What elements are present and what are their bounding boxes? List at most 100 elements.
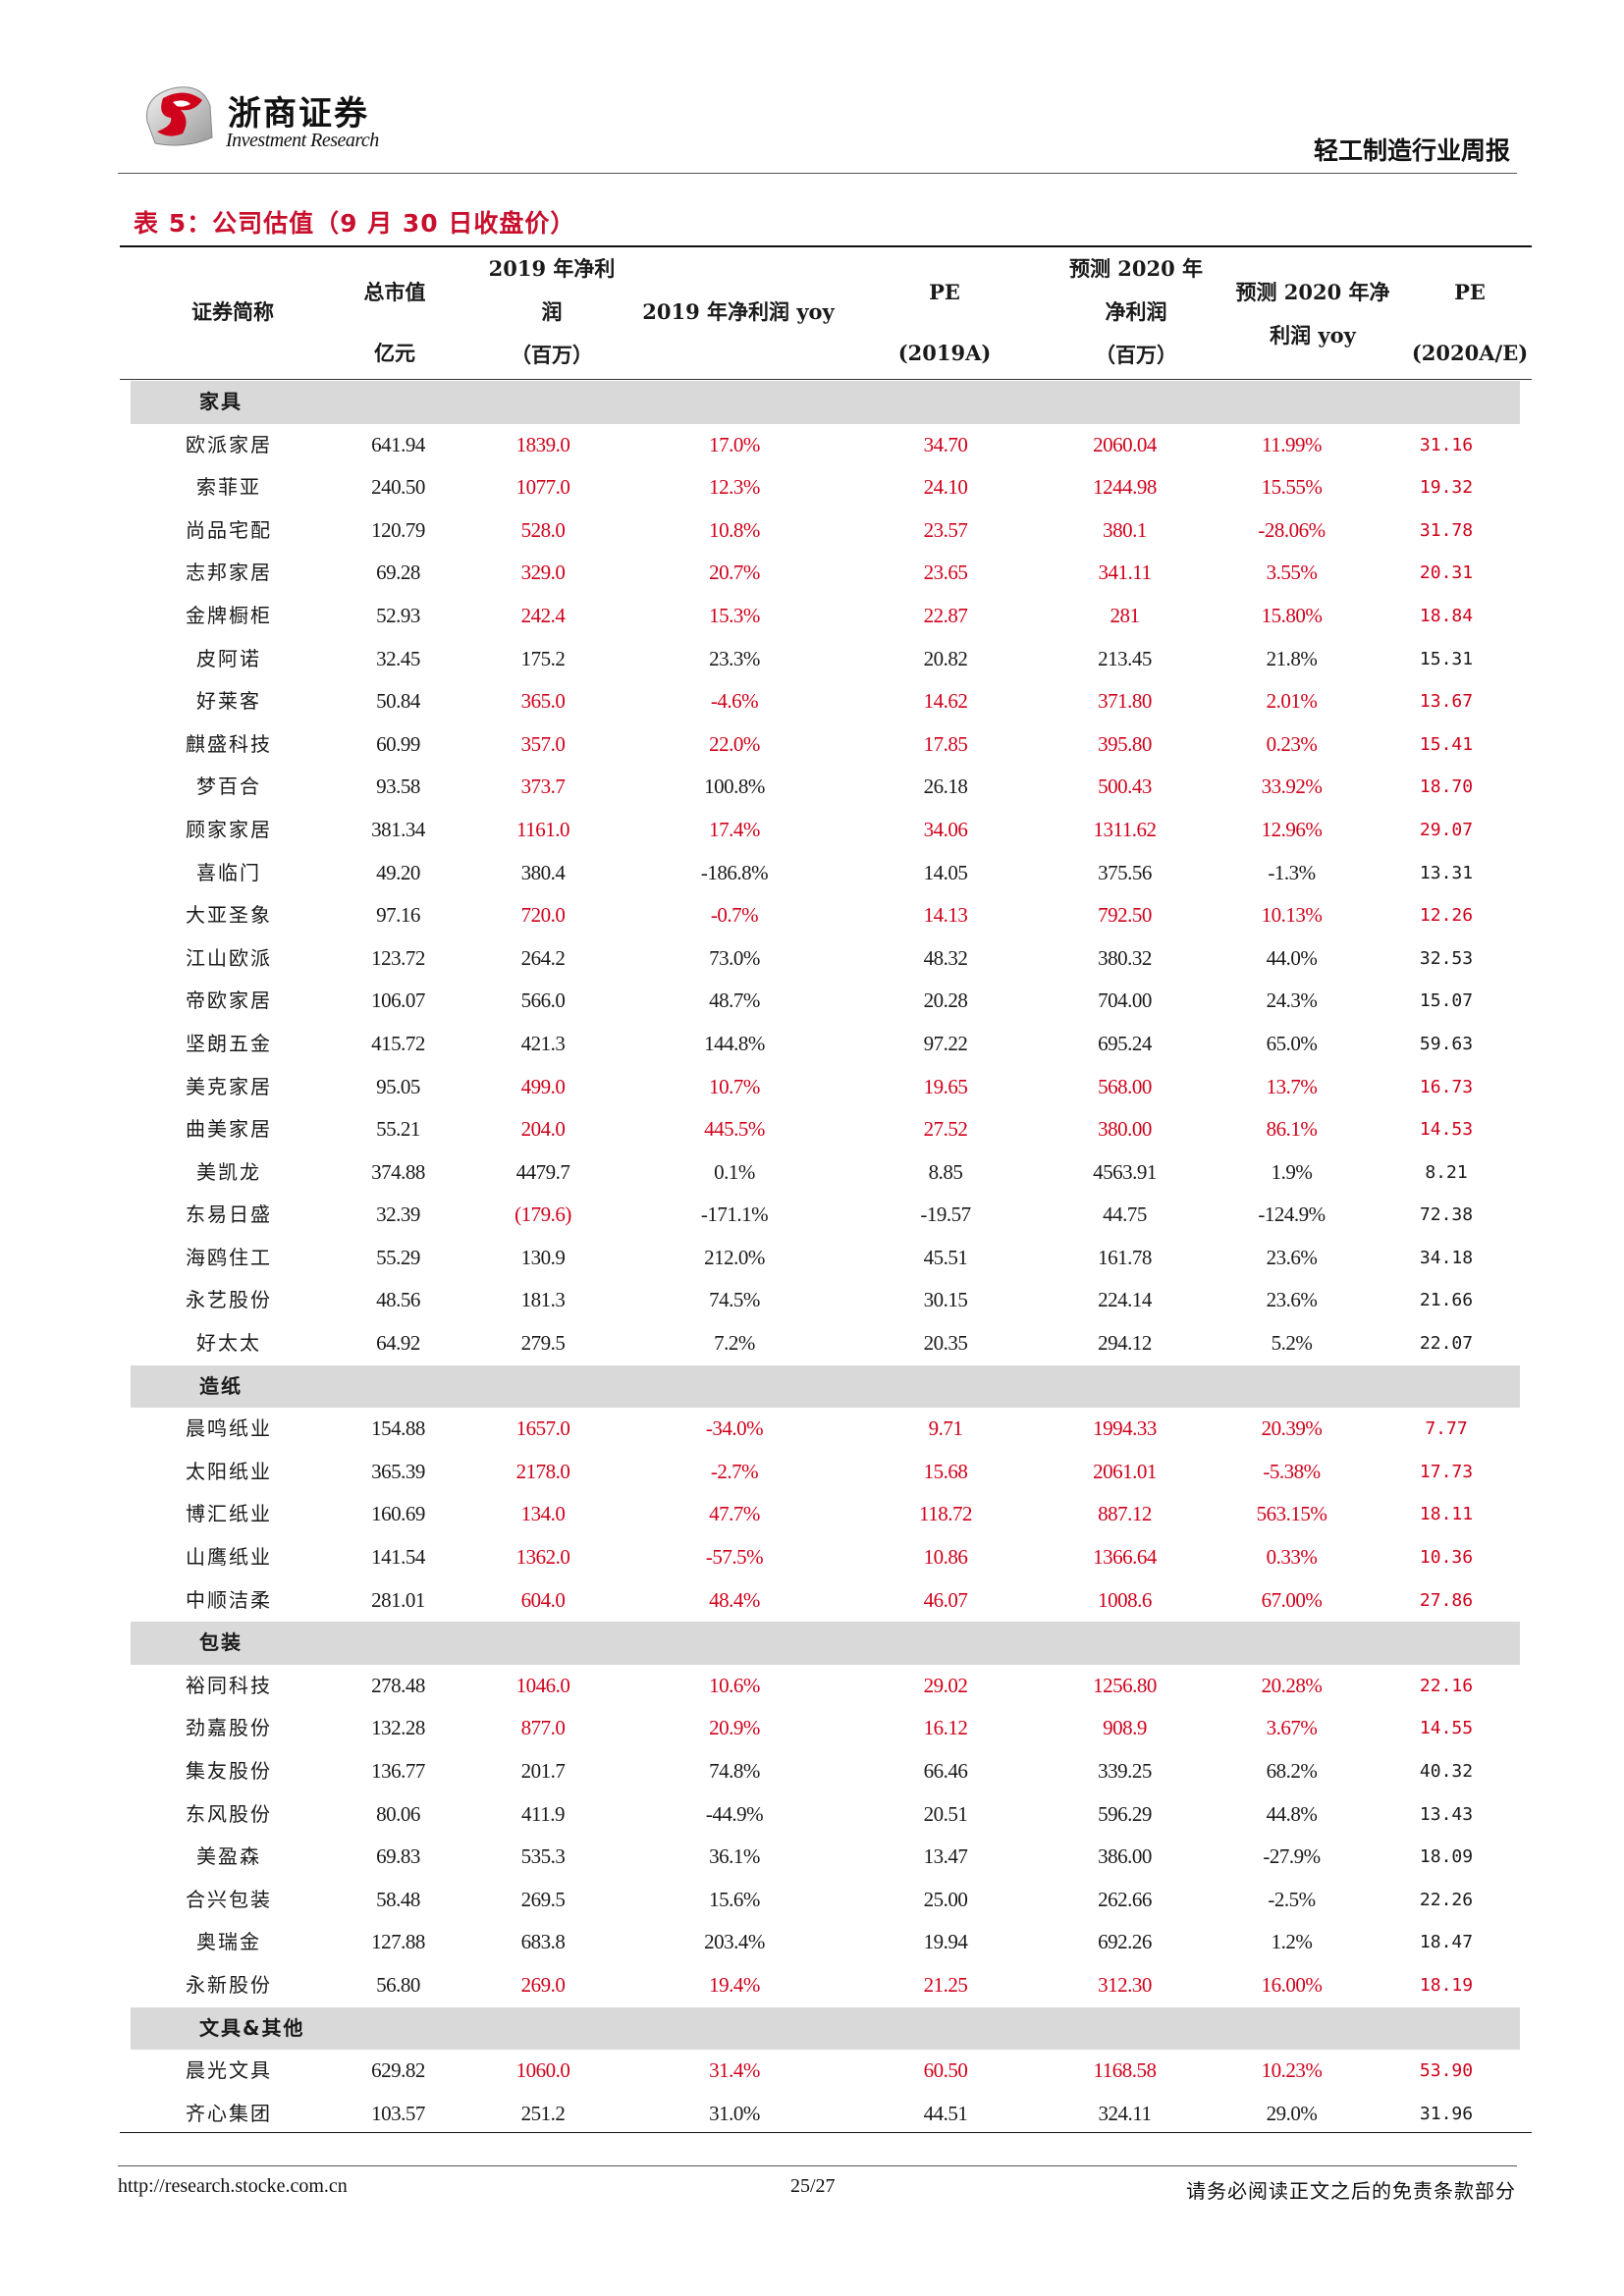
cell-np: 134.0 — [520, 1502, 566, 1526]
cell-yoy: 445.5% — [704, 1117, 765, 1142]
cell-fyoy: 24.3% — [1266, 988, 1318, 1013]
cell-np: 204.0 — [520, 1117, 566, 1142]
cell-fyoy: 11.99% — [1262, 432, 1322, 456]
cell-fnp: 262.66 — [1098, 1887, 1152, 1911]
cell-fpe: 16.73 — [1419, 1076, 1474, 1097]
footer-url-link[interactable]: http://research.stocke.com.cn — [118, 2175, 348, 2197]
report-title: 轻工制造行业周报 — [1313, 136, 1510, 165]
col-header-fpe-year: (2020A/E) — [1411, 341, 1529, 365]
cell-yoy: 100.8% — [704, 774, 765, 799]
stock-name: 美克家居 — [186, 1074, 272, 1098]
cell-fyoy: 44.8% — [1266, 1801, 1318, 1826]
cell-yoy: 19.4% — [709, 1972, 760, 1997]
cell-yoy: 15.3% — [709, 603, 760, 627]
cell-fyoy: 10.13% — [1261, 903, 1323, 928]
stock-name: 太阳纸业 — [186, 1459, 272, 1483]
stock-name: 尚品宅配 — [186, 517, 272, 542]
section-header-row: 家具 — [131, 381, 1520, 424]
table-row: 晨鸣纸业 154.88 1657.0 -34.0% 9.71 1994.33 20.39% 7… — [131, 1408, 1520, 1451]
cell-fyoy: -124.9% — [1258, 1202, 1326, 1227]
cell-yoy: -186.8% — [700, 860, 769, 884]
section-title: 包装 — [199, 1630, 243, 1655]
zheshang-logo-icon — [146, 86, 213, 146]
cell-np: 269.5 — [520, 1887, 566, 1911]
cell-np: 373.7 — [520, 774, 566, 799]
col-header-name: 证券简称 — [191, 299, 274, 324]
table-body: 家具 欧派家居 641.94 1839.0 17.0% 34.70 2060.04 11.99… — [131, 381, 1520, 2135]
cell-cap: 93.58 — [376, 774, 420, 799]
cell-np: 201.7 — [520, 1759, 566, 1783]
stock-name: 江山欧派 — [186, 945, 272, 970]
cell-cap: 136.77 — [371, 1759, 425, 1783]
table-row: 欧派家居 641.94 1839.0 17.0% 34.70 2060.04 11.99% 3… — [131, 424, 1520, 467]
stock-name: 晨鸣纸业 — [186, 1416, 272, 1441]
table-row: 美凯龙 374.88 4479.7 0.1% 8.85 4563.91 1.9% 8.21 — [131, 1151, 1520, 1195]
cell-fpe: 8.21 — [1425, 1161, 1468, 1183]
stock-name: 裕同科技 — [186, 1673, 272, 1697]
cell-fpe: 53.90 — [1419, 2060, 1474, 2082]
cell-cap: 60.99 — [376, 731, 420, 756]
cell-fnp: 792.50 — [1098, 903, 1152, 928]
cell-fyoy: 65.0% — [1266, 1031, 1318, 1055]
cell-cap: 48.56 — [376, 1288, 420, 1312]
cell-fyoy: 1.2% — [1271, 1930, 1313, 1954]
cell-fyoy: 10.23% — [1261, 2058, 1323, 2083]
page-header: 浙商证券 Investment Research 轻工制造行业周报 — [118, 77, 1532, 171]
cell-pe: 46.07 — [923, 1587, 968, 1612]
cell-fpe: 7.77 — [1425, 1418, 1468, 1440]
col-header-fyoy: 预测 2020 年净 — [1235, 280, 1390, 304]
cell-pe: 48.32 — [923, 945, 968, 970]
cell-pe: 26.18 — [923, 774, 968, 799]
cell-cap: 80.06 — [376, 1801, 420, 1826]
cell-cap: 641.94 — [371, 432, 425, 456]
cell-np: 1060.0 — [515, 2058, 570, 2083]
cell-yoy: 17.4% — [709, 817, 760, 841]
cell-fpe: 32.53 — [1419, 947, 1474, 969]
cell-fnp: 1244.98 — [1093, 475, 1157, 500]
cell-fnp: 380.1 — [1103, 517, 1147, 542]
cell-np: 251.2 — [520, 2101, 566, 2125]
col-header-cap: 总市值 — [363, 280, 426, 304]
cell-fpe: 15.07 — [1419, 990, 1474, 1012]
cell-pe: 27.52 — [923, 1117, 968, 1142]
stock-name: 金牌橱柜 — [186, 603, 272, 627]
cell-yoy: 48.4% — [709, 1587, 760, 1612]
cell-fnp: 161.78 — [1098, 1245, 1152, 1269]
cell-fpe: 10.36 — [1419, 1547, 1474, 1569]
cell-fpe: 18.19 — [1419, 1974, 1474, 1996]
cell-fnp: 371.80 — [1098, 689, 1152, 714]
cell-np: 1077.0 — [515, 475, 570, 500]
cell-fnp: 596.29 — [1098, 1801, 1152, 1826]
cell-fyoy: 68.2% — [1266, 1759, 1318, 1783]
cell-yoy: 12.3% — [709, 475, 760, 500]
cell-np: 181.3 — [520, 1288, 566, 1312]
cell-yoy: 48.7% — [709, 988, 760, 1013]
cell-yoy: 74.8% — [709, 1759, 760, 1783]
cell-fyoy: 16.00% — [1261, 1972, 1323, 1997]
cell-pe: 24.10 — [923, 475, 968, 500]
cell-pe: 16.12 — [923, 1716, 968, 1740]
cell-fpe: 18.47 — [1419, 1932, 1474, 1953]
cell-fnp: 1311.62 — [1093, 817, 1157, 841]
stock-name: 劲嘉股份 — [186, 1716, 272, 1740]
cell-fpe: 18.84 — [1419, 605, 1474, 626]
cell-cap: 69.83 — [376, 1844, 420, 1869]
table-row: 奥瑞金 127.88 683.8 203.4% 19.94 692.26 1.2% 18.47 — [131, 1921, 1520, 1964]
cell-yoy: 31.4% — [709, 2058, 760, 2083]
cell-cap: 52.93 — [376, 603, 420, 627]
cell-pe: 66.46 — [923, 1759, 968, 1783]
table-row: 尚品宅配 120.79 528.0 10.8% 23.57 380.1 -28.06% 31.… — [131, 509, 1520, 553]
cell-cap: 32.45 — [376, 646, 420, 670]
col-header-pe-year: (2019A) — [897, 341, 992, 365]
cell-pe: 45.51 — [923, 1245, 968, 1269]
cell-cap: 69.28 — [376, 561, 420, 585]
cell-fnp: 213.45 — [1098, 646, 1152, 670]
stock-name: 集友股份 — [186, 1759, 272, 1783]
cell-cap: 374.88 — [371, 1159, 425, 1184]
cell-fnp: 375.56 — [1098, 860, 1152, 884]
cell-cap: 55.21 — [376, 1117, 420, 1142]
cell-np: 4479.7 — [515, 1159, 570, 1184]
cell-fpe: 18.09 — [1419, 1846, 1474, 1868]
stock-name: 喜临门 — [196, 860, 261, 884]
cell-fyoy: 20.39% — [1261, 1416, 1323, 1441]
